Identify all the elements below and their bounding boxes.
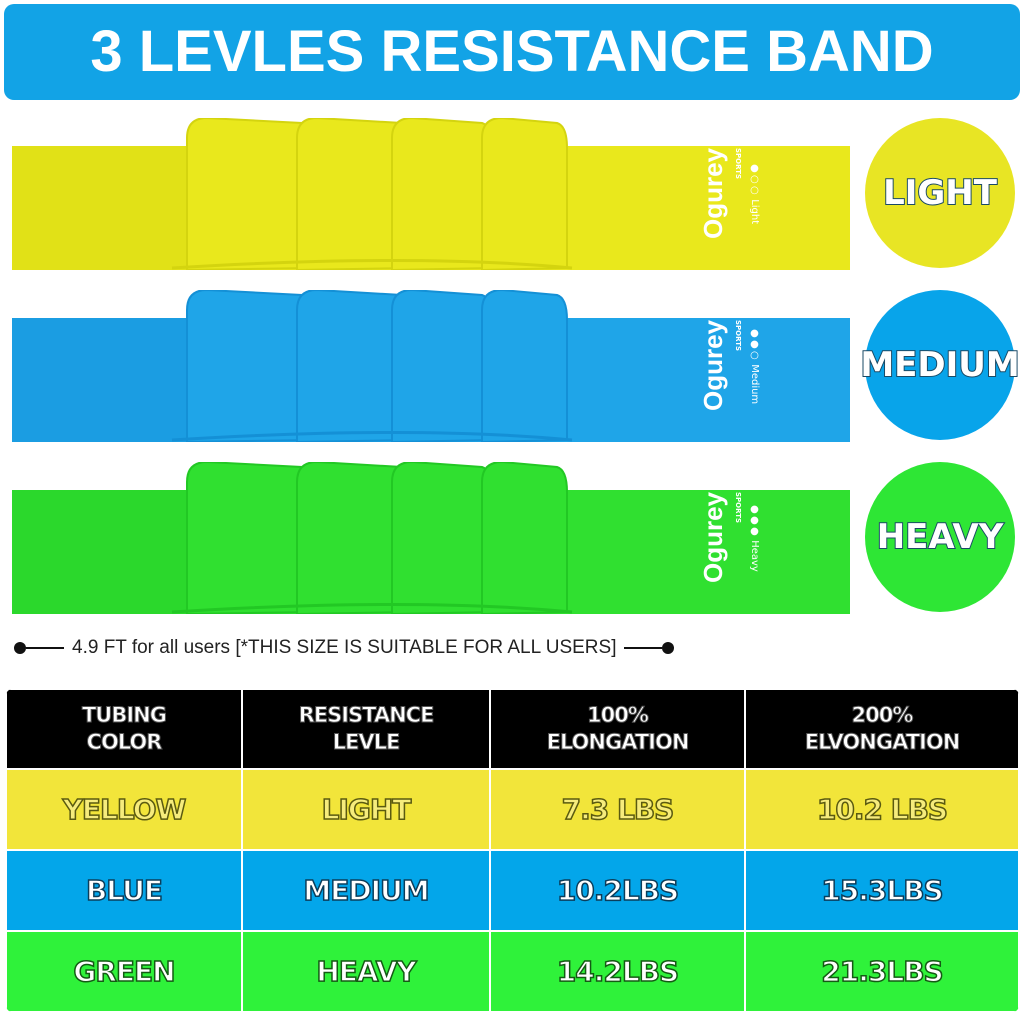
divider-line bbox=[26, 647, 64, 649]
level-label: ●●● Heavy bbox=[749, 504, 760, 572]
band-fold bbox=[391, 462, 493, 614]
brand-sub: SPORTS bbox=[734, 148, 742, 180]
size-note: 4.9 FT for all users [*THIS SIZE IS SUIT… bbox=[14, 634, 864, 662]
table-cell: GREEN bbox=[5, 930, 243, 1013]
band-fold bbox=[391, 290, 493, 442]
bullet-dot bbox=[14, 642, 26, 654]
resistance-band-image: Ogurey SPORTS ●●○ Medium bbox=[12, 290, 850, 442]
level-dots-icon: ●●● bbox=[749, 504, 760, 541]
level-dots-icon: ●○○ bbox=[749, 163, 760, 200]
header-cell: 200% ELVONGATION bbox=[744, 688, 1020, 770]
level-badge: LIGHT bbox=[865, 118, 1015, 268]
table-header-row: TUBING COLOR RESISTANCE LEVLE 100% ELONGATI… bbox=[5, 688, 1020, 770]
band-fold bbox=[186, 290, 313, 442]
band-fold bbox=[391, 118, 493, 270]
header-cell: 100% ELONGATION bbox=[489, 688, 746, 770]
table-row: YELLOW LIGHT 7.3 LBS 10.2 LBS bbox=[5, 768, 1020, 851]
brand-logo: Ogurey SPORTS ●○○ Light bbox=[698, 118, 760, 270]
brand-sub: SPORTS bbox=[734, 320, 742, 352]
level-badge: HEAVY bbox=[865, 462, 1015, 612]
band-fold bbox=[481, 462, 568, 614]
table-row: BLUE MEDIUM 10.2LBS 15.3LBS bbox=[5, 849, 1020, 932]
table-cell: YELLOW bbox=[5, 768, 243, 851]
table-cell: 10.2LBS bbox=[489, 849, 746, 932]
brand-logo: Ogurey SPORTS ●●○ Medium bbox=[698, 290, 760, 442]
brand-logo: Ogurey SPORTS ●●● Heavy bbox=[698, 462, 760, 614]
resistance-table: TUBING COLOR RESISTANCE LEVLE 100% ELONGATI… bbox=[5, 688, 1020, 1013]
table-cell: MEDIUM bbox=[241, 849, 491, 932]
level-dots-icon: ●●○ bbox=[749, 327, 760, 365]
brand-name: Ogurey bbox=[698, 320, 728, 412]
table-cell: 10.2 LBS bbox=[744, 768, 1020, 851]
brand-name: Ogurey bbox=[698, 492, 728, 584]
brand-name: Ogurey bbox=[698, 148, 728, 240]
table-row: GREEN HEAVY 14.2LBS 21.3LBS bbox=[5, 930, 1020, 1013]
table-cell: LIGHT bbox=[241, 768, 491, 851]
bullet-dot bbox=[662, 642, 675, 654]
brand-sub: SPORTS bbox=[734, 492, 742, 524]
divider-line bbox=[624, 647, 663, 649]
table-cell: 14.2LBS bbox=[489, 930, 746, 1013]
header-cell: TUBING COLOR bbox=[5, 688, 243, 770]
band-fold bbox=[186, 118, 313, 270]
band-fold bbox=[186, 462, 313, 614]
table-cell: 15.3LBS bbox=[744, 849, 1020, 932]
resistance-band-image: Ogurey SPORTS ●●● Heavy bbox=[12, 462, 850, 614]
level-badge: MEDIUM bbox=[859, 290, 1021, 440]
band-fold bbox=[481, 118, 568, 270]
level-label: ●○○ Light bbox=[749, 163, 760, 225]
resistance-band-image: Ogurey SPORTS ●○○ Light bbox=[12, 118, 850, 270]
table-cell: 7.3 LBS bbox=[489, 768, 746, 851]
level-label: ●●○ Medium bbox=[749, 327, 760, 405]
header-cell: RESISTANCE LEVLE bbox=[241, 688, 491, 770]
page-title: 3 LEVLES RESISTANCE BAND bbox=[4, 4, 1020, 100]
table-cell: 21.3LBS bbox=[744, 930, 1020, 1013]
band-fold bbox=[481, 290, 568, 442]
size-note-text: 4.9 FT for all users [*THIS SIZE IS SUIT… bbox=[72, 637, 617, 658]
table-cell: BLUE bbox=[5, 849, 243, 932]
table-cell: HEAVY bbox=[241, 930, 491, 1013]
